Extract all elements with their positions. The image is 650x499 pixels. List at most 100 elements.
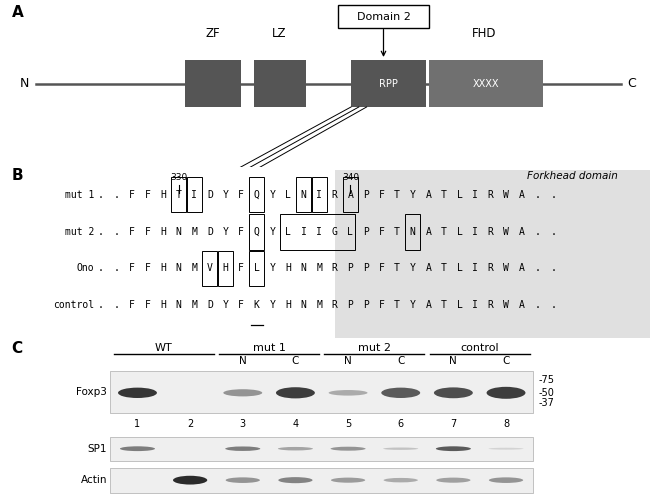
- Text: A: A: [425, 263, 432, 273]
- Text: H: H: [160, 263, 166, 273]
- Ellipse shape: [436, 446, 471, 451]
- Text: mut 1: mut 1: [253, 343, 285, 353]
- Text: 4: 4: [292, 419, 298, 429]
- Bar: [311, 177, 327, 213]
- Bar: [249, 250, 265, 286]
- Text: I: I: [300, 227, 307, 237]
- Text: M: M: [191, 263, 198, 273]
- Text: F: F: [144, 263, 151, 273]
- Text: P: P: [363, 190, 369, 200]
- Text: Y: Y: [222, 190, 229, 200]
- Text: .: .: [550, 227, 556, 237]
- Bar: [335, 170, 650, 338]
- Bar: [429, 60, 543, 107]
- Text: .: .: [534, 263, 541, 273]
- Text: .: .: [113, 190, 120, 200]
- Text: C: C: [12, 341, 23, 356]
- Ellipse shape: [120, 446, 155, 451]
- Ellipse shape: [118, 388, 157, 398]
- Text: 2: 2: [187, 419, 193, 429]
- Bar: [249, 214, 265, 250]
- Text: .: .: [550, 263, 556, 273]
- Text: Y: Y: [222, 227, 229, 237]
- Text: F: F: [129, 263, 135, 273]
- Ellipse shape: [226, 478, 260, 483]
- Text: A: A: [519, 263, 525, 273]
- Text: F: F: [378, 299, 385, 309]
- Text: Y: Y: [269, 227, 276, 237]
- Bar: [254, 60, 306, 107]
- Text: Actin: Actin: [81, 475, 107, 485]
- Text: N: N: [239, 356, 246, 366]
- Ellipse shape: [224, 389, 262, 396]
- Text: T: T: [441, 227, 447, 237]
- Text: Foxp3: Foxp3: [76, 387, 107, 397]
- Text: F: F: [238, 190, 244, 200]
- Text: 8: 8: [503, 419, 509, 429]
- Bar: [111, 437, 533, 461]
- Text: control: control: [460, 343, 499, 353]
- Text: 5: 5: [345, 419, 351, 429]
- Text: Y: Y: [269, 299, 276, 309]
- Text: D: D: [207, 299, 213, 309]
- Text: W: W: [503, 190, 510, 200]
- Text: A: A: [347, 190, 354, 200]
- Text: .: .: [113, 299, 120, 309]
- Text: .: .: [98, 227, 104, 237]
- Ellipse shape: [226, 447, 260, 451]
- Text: Q: Q: [254, 227, 260, 237]
- Text: .: .: [534, 299, 541, 309]
- Text: F: F: [378, 227, 385, 237]
- Text: I: I: [472, 190, 478, 200]
- Text: F: F: [144, 227, 151, 237]
- Text: Y: Y: [410, 299, 416, 309]
- Text: H: H: [160, 227, 166, 237]
- Text: F: F: [238, 263, 244, 273]
- Text: R: R: [332, 263, 338, 273]
- Ellipse shape: [278, 447, 313, 451]
- Text: .: .: [98, 190, 104, 200]
- Text: RPP: RPP: [379, 78, 398, 89]
- Bar: [405, 214, 421, 250]
- Text: H: H: [160, 190, 166, 200]
- Text: T: T: [394, 263, 400, 273]
- Text: P: P: [363, 263, 369, 273]
- Text: I: I: [316, 227, 322, 237]
- Text: F: F: [129, 299, 135, 309]
- Text: I: I: [191, 190, 198, 200]
- Text: Ono: Ono: [77, 263, 94, 273]
- Text: K: K: [254, 299, 260, 309]
- FancyBboxPatch shape: [338, 5, 429, 28]
- Text: A: A: [425, 190, 432, 200]
- Text: -75: -75: [538, 375, 554, 385]
- Ellipse shape: [331, 447, 365, 451]
- Ellipse shape: [434, 387, 473, 398]
- Text: H: H: [285, 263, 291, 273]
- Text: L: L: [456, 190, 463, 200]
- Text: I: I: [472, 299, 478, 309]
- Text: 7: 7: [450, 419, 456, 429]
- Ellipse shape: [489, 448, 523, 450]
- Text: F: F: [378, 190, 385, 200]
- Text: D: D: [207, 190, 213, 200]
- Text: mut 2: mut 2: [65, 227, 94, 237]
- Text: L: L: [456, 299, 463, 309]
- Text: I: I: [472, 227, 478, 237]
- Text: C: C: [502, 356, 510, 366]
- Bar: [111, 468, 533, 493]
- Bar: [280, 214, 356, 250]
- Text: Y: Y: [269, 263, 276, 273]
- Text: A: A: [519, 299, 525, 309]
- Text: .: .: [98, 263, 104, 273]
- Text: .: .: [113, 263, 120, 273]
- Text: R: R: [488, 263, 494, 273]
- Text: I: I: [316, 190, 322, 200]
- Text: T: T: [394, 190, 400, 200]
- Text: Y: Y: [410, 263, 416, 273]
- Text: .: .: [113, 227, 120, 237]
- Text: 6: 6: [398, 419, 404, 429]
- Text: F: F: [144, 299, 151, 309]
- Text: T: T: [176, 190, 182, 200]
- Text: F: F: [129, 190, 135, 200]
- Text: Domain 2: Domain 2: [357, 11, 410, 22]
